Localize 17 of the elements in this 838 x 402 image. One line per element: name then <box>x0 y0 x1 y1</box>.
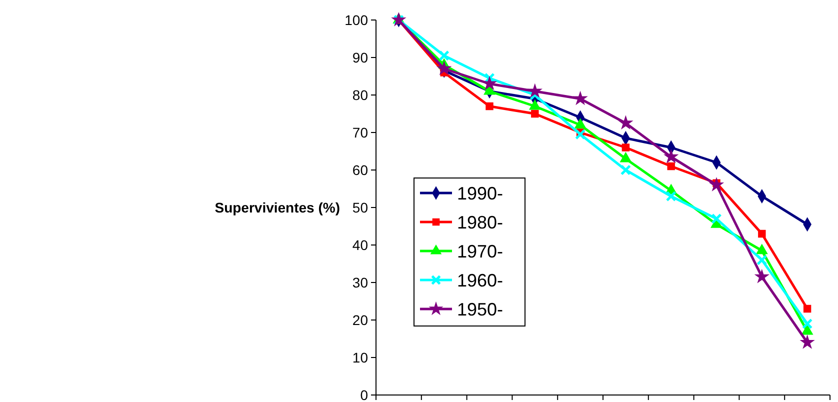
legend-label: 1990- <box>457 183 504 204</box>
legend-label: 1980- <box>457 212 504 232</box>
y-tick-label: 10 <box>352 349 368 366</box>
legend-label: 1950- <box>457 299 504 320</box>
y-tick-label: 70 <box>352 124 368 140</box>
y-tick-label: 50 <box>352 199 368 216</box>
y-tick-label: 40 <box>352 236 368 253</box>
legend-label: 1970- <box>457 241 504 262</box>
legend-label: 1960- <box>457 270 504 290</box>
y-tick-label: 90 <box>352 49 368 66</box>
y-tick-label: 60 <box>352 162 368 178</box>
y-tick-label: 30 <box>352 274 368 290</box>
y-tick-label: 100 <box>344 12 368 28</box>
y-tick-label: 0 <box>360 386 368 402</box>
y-tick-label: 20 <box>352 312 368 328</box>
y-tick-label: 80 <box>352 86 368 103</box>
y-axis-title: Supervivientes (%) <box>214 199 340 216</box>
